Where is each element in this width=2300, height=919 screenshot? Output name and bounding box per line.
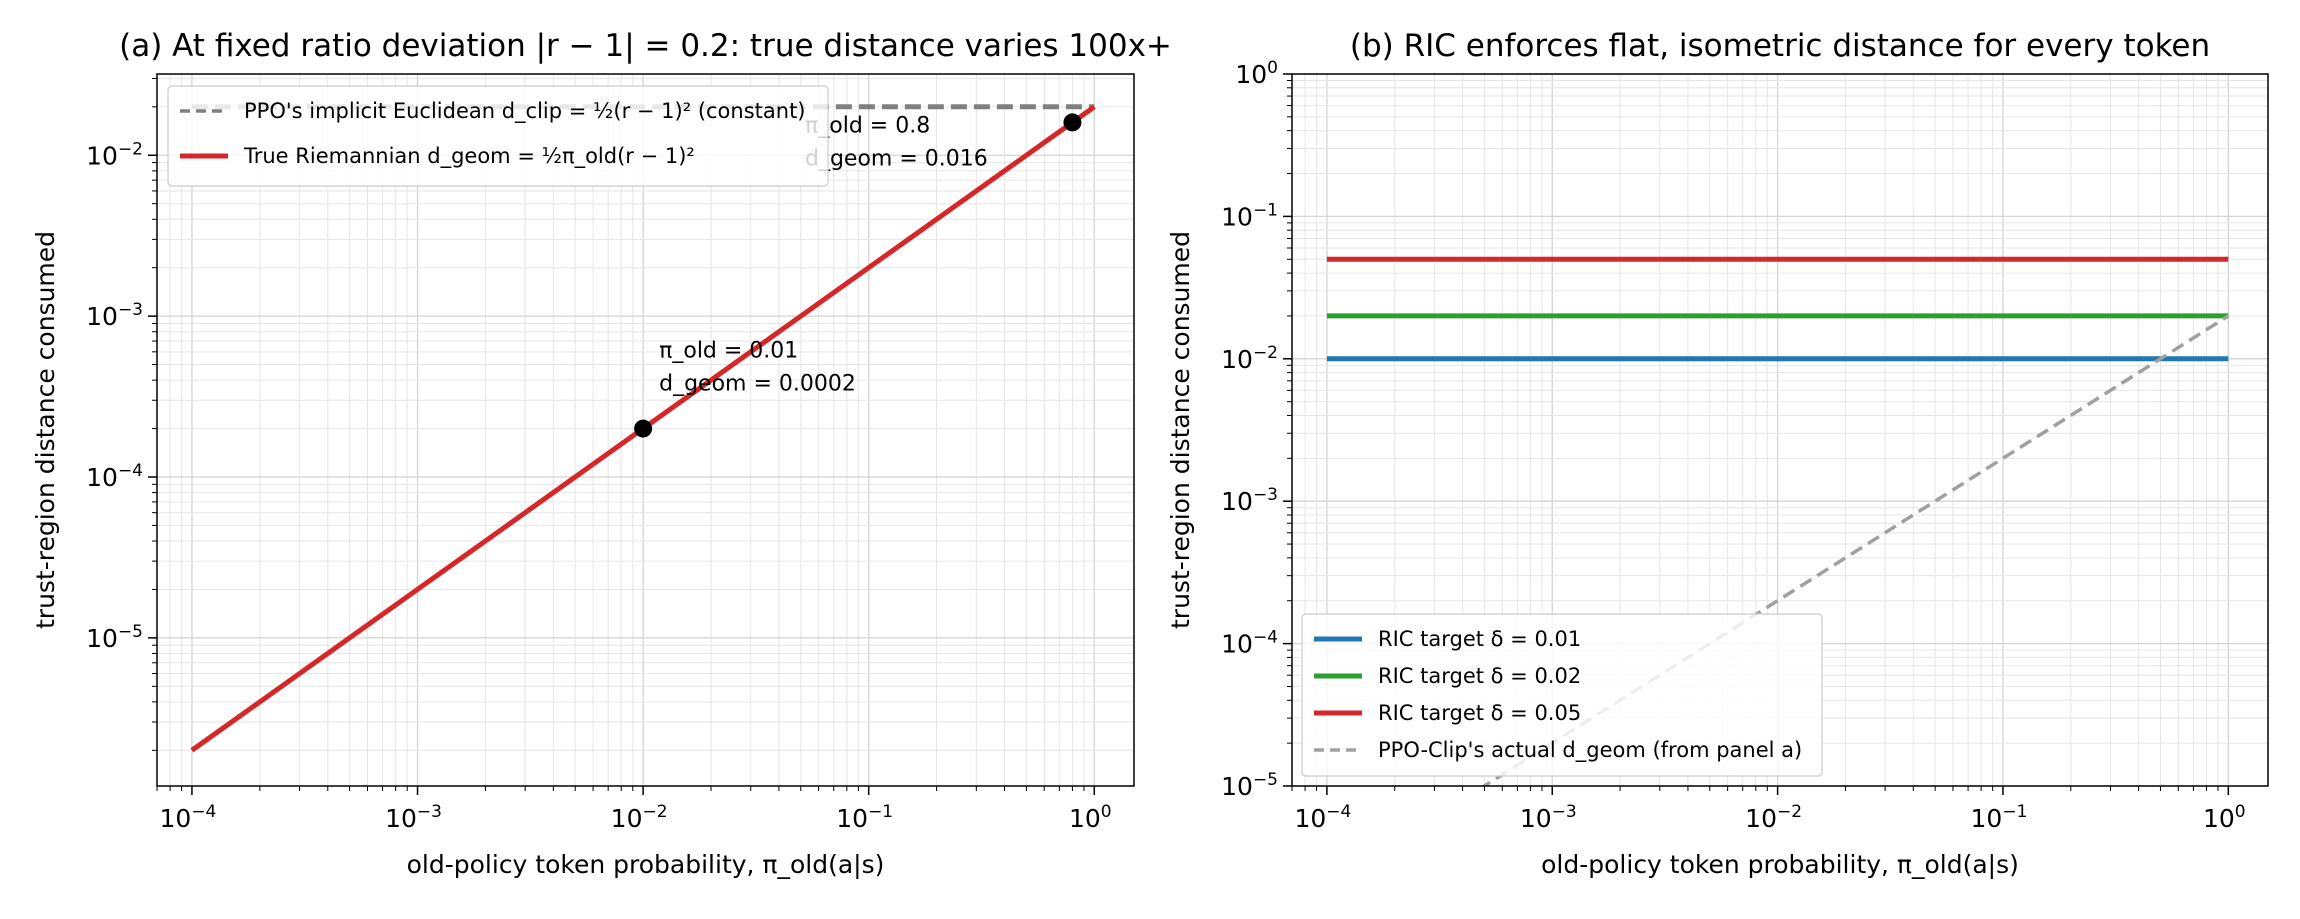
y-tick-label: 10−2 xyxy=(1221,343,1278,374)
y-tick-label: 10−4 xyxy=(1221,628,1278,659)
x-tick-label: 100 xyxy=(1069,802,1112,833)
y-tick-label: 100 xyxy=(1235,58,1278,89)
x-tick-label: 10−2 xyxy=(611,802,668,833)
panel-title: (b) RIC enforces flat, isometric distanc… xyxy=(1350,28,2210,64)
y-tick-label: 10−1 xyxy=(1221,200,1278,231)
y-tick-label: 10−3 xyxy=(86,300,143,331)
legend: PPO's implicit Euclidean d_clip = ½(r − … xyxy=(167,85,829,187)
annotation-line1: π_old = 0.01 xyxy=(659,339,798,364)
minor-ticks xyxy=(152,78,1085,791)
legend-box xyxy=(1301,613,1823,777)
x-tick-label: 10−3 xyxy=(1520,802,1577,833)
series-line-3 xyxy=(1481,314,2230,786)
x-tick-label: 10−3 xyxy=(385,802,442,833)
legend: RIC target δ = 0.01 RIC target δ = 0.02 RI… xyxy=(1301,613,1823,777)
x-axis-label: old-policy token probability, π_old(a|s) xyxy=(407,850,885,879)
marker-point xyxy=(1063,113,1082,132)
y-axis-label: trust-region distance consumed xyxy=(31,231,60,629)
minor-ticks xyxy=(1287,80,2219,791)
plot-frame xyxy=(156,73,1135,787)
x-tick-label: 10−1 xyxy=(1971,802,2028,833)
panel-b: 10−4 10−3 10−2 10−1 100 10−5 10−4 10−3 10−2 10−1 1… xyxy=(1166,28,2269,879)
x-tick-label: 10−4 xyxy=(160,802,217,833)
x-tick-label: 10−4 xyxy=(1294,802,1351,833)
legend-label-1: RIC target δ = 0.02 xyxy=(1378,664,1581,688)
legend-box xyxy=(167,85,829,187)
y-tick-label: 10−5 xyxy=(1221,770,1278,801)
annotation-line2: d_geom = 0.0002 xyxy=(659,372,856,397)
legend-label-0: RIC target δ = 0.01 xyxy=(1378,627,1581,651)
y-tick-label: 10−5 xyxy=(86,622,143,653)
y-axis-label: trust-region distance consumed xyxy=(1166,231,1195,629)
marker-point xyxy=(634,419,653,438)
y-tick-label: 10−2 xyxy=(86,139,143,170)
legend-label-2: RIC target δ = 0.05 xyxy=(1378,701,1581,725)
annotation-line2: d_geom = 0.016 xyxy=(805,146,988,171)
legend-label-1: True Riemannian d_geom = ½π_old(r − 1)² xyxy=(243,144,695,169)
x-tick-label: 10−2 xyxy=(1745,802,1802,833)
x-tick-label: 10−1 xyxy=(836,802,893,833)
y-tick-label: 10−3 xyxy=(1221,485,1278,516)
panel-title: (a) At fixed ratio deviation |r − 1| = 0… xyxy=(119,28,1172,64)
plot-frame xyxy=(1291,73,2269,787)
series-group xyxy=(1326,256,2230,786)
legend-label-0: PPO's implicit Euclidean d_clip = ½(r − … xyxy=(244,99,806,124)
x-tick-label: 100 xyxy=(2203,802,2246,833)
x-axis-label: old-policy token probability, π_old(a|s) xyxy=(1541,850,2019,879)
legend-label-3: PPO-Clip's actual d_geom (from panel a) xyxy=(1378,738,1802,763)
y-tick-label: 10−4 xyxy=(86,461,143,492)
